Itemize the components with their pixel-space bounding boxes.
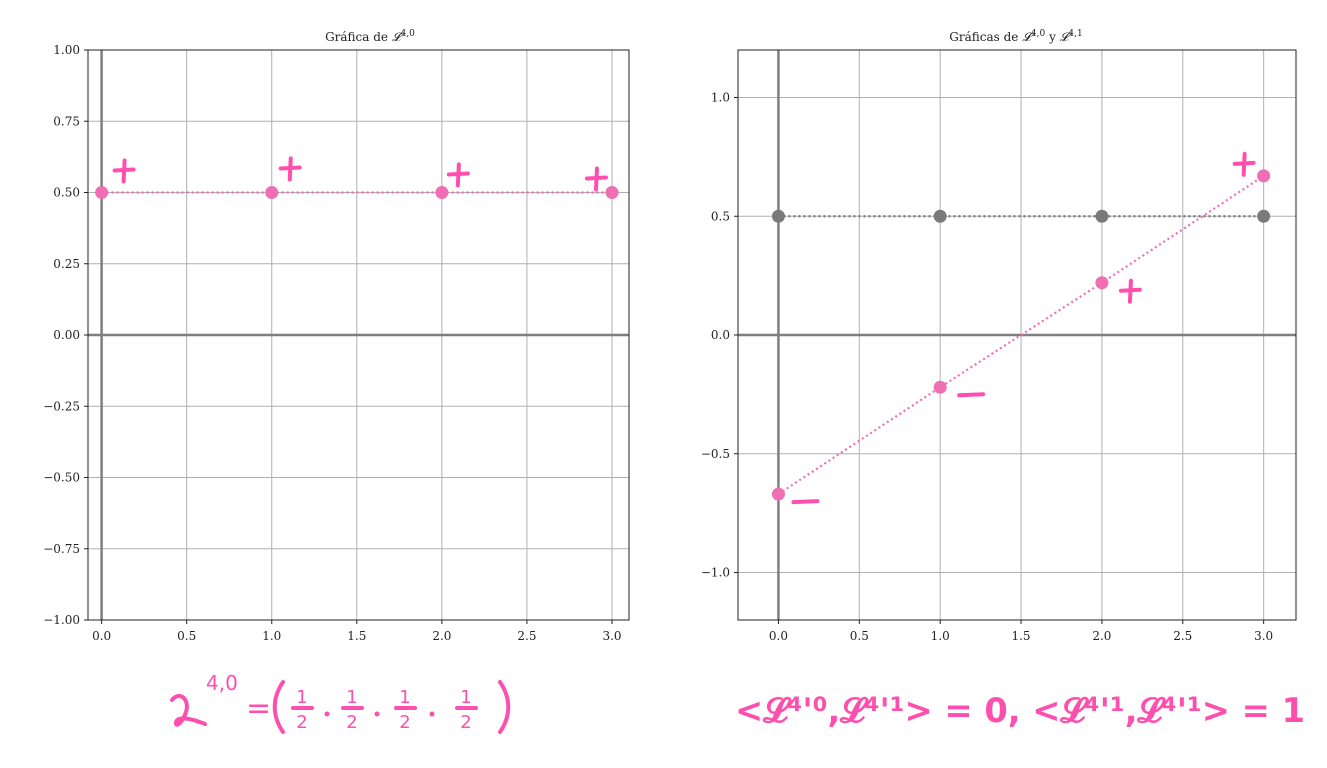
y-tick-label: −0.5 xyxy=(701,447,730,461)
x-tick-label: 2.0 xyxy=(1092,629,1111,643)
y-tick-label: 1.0 xyxy=(711,91,730,105)
data-point xyxy=(1095,209,1109,223)
x-tick-label: 2.5 xyxy=(517,629,536,643)
data-point xyxy=(933,209,947,223)
data-point xyxy=(1095,276,1109,290)
x-tick-label: 0.5 xyxy=(850,629,869,643)
y-tick-label: −1.00 xyxy=(43,613,80,627)
svg-text:2: 2 xyxy=(296,712,307,733)
svg-text:1: 1 xyxy=(399,687,410,708)
x-tick-label: 3.0 xyxy=(1254,629,1273,643)
plus-annotation xyxy=(1118,278,1142,304)
x-tick-label: 2.5 xyxy=(1173,629,1192,643)
fraction-2: 1 2 xyxy=(341,687,364,733)
series-line xyxy=(777,174,1265,496)
x-tick-label: 3.0 xyxy=(602,629,621,643)
fraction-4: 1 2 xyxy=(455,687,478,733)
y-tick-label: 0.00 xyxy=(53,328,80,342)
data-point xyxy=(771,209,785,223)
svg-text:1: 1 xyxy=(460,687,471,708)
y-tick-label: 0.0 xyxy=(711,328,730,342)
svg-text:2: 2 xyxy=(460,712,471,733)
y-tick-label: 0.50 xyxy=(53,186,80,200)
x-tick-label: 1.5 xyxy=(347,629,366,643)
open-paren xyxy=(272,680,285,734)
data-point xyxy=(1257,169,1271,183)
minus-annotation xyxy=(791,499,820,505)
minus-annotation xyxy=(957,392,986,398)
close-paren xyxy=(498,680,511,734)
left-chart-title: Gráfica de 𝓛4,0 xyxy=(325,29,415,44)
data-point xyxy=(265,186,279,199)
data-point xyxy=(933,380,947,394)
plus-annotation xyxy=(278,156,302,182)
y-tick-label: −0.50 xyxy=(43,471,80,485)
x-tick-label: 0.0 xyxy=(769,629,788,643)
data-point xyxy=(771,487,785,501)
data-point xyxy=(1257,209,1271,223)
inner-product-text: <𝓛⁴'⁰,𝓛⁴'¹> = 0, <𝓛⁴'¹,𝓛⁴'¹> = 1 xyxy=(735,691,1305,731)
y-tick-label: 1.00 xyxy=(53,43,80,57)
x-tick-label: 1.0 xyxy=(262,629,281,643)
svg-text:1: 1 xyxy=(346,687,357,708)
right-chart-title: Gráficas de 𝓛4,0 y 𝓛4,1 xyxy=(949,29,1082,44)
y-tick-label: 0.25 xyxy=(53,257,80,271)
y-tick-label: −0.25 xyxy=(43,399,80,413)
x-tick-label: 2.0 xyxy=(432,629,451,643)
plus-annotation xyxy=(446,162,470,188)
x-tick-label: 1.5 xyxy=(1011,629,1030,643)
plus-annotation xyxy=(112,158,136,184)
chart-right: Gráficas de 𝓛4,0 y 𝓛4,1 0.0 0.5 1.0 1.5 2.0 2… xyxy=(701,29,1297,643)
equals-sign: = xyxy=(246,691,271,726)
data-point xyxy=(605,186,619,199)
fraction-3: 1 2 xyxy=(394,687,417,733)
plus-annotation xyxy=(584,166,608,192)
data-point xyxy=(95,186,109,199)
y-tick-label: 0.5 xyxy=(711,209,730,223)
cursive-l-glyph xyxy=(170,693,207,727)
svg-text:1: 1 xyxy=(296,687,307,708)
chart-left: Gráfica de 𝓛4,0 0.0 0.5 1.0 1.5 2.0 2.5 3.0 −1.… xyxy=(43,29,630,643)
y-tick-label: −0.75 xyxy=(43,542,80,556)
handwritten-formula-right: <𝓛⁴'⁰,𝓛⁴'¹> = 0, <𝓛⁴'¹,𝓛⁴'¹> = 1 xyxy=(735,691,1305,731)
x-tick-label: 1.0 xyxy=(931,629,950,643)
handwritten-formula-left: 4,0 = 1 2 1 2 1 2 1 2 xyxy=(170,671,511,734)
svg-text:2: 2 xyxy=(346,712,357,733)
x-tick-label: 0.0 xyxy=(92,629,111,643)
y-tick-label: 0.75 xyxy=(53,114,80,128)
fraction-1: 1 2 xyxy=(291,687,314,733)
superscript-4-0: 4,0 xyxy=(206,671,238,695)
x-tick-label: 0.5 xyxy=(177,629,196,643)
svg-text:2: 2 xyxy=(399,712,410,733)
data-point xyxy=(435,186,449,199)
plus-annotation xyxy=(1232,151,1256,177)
y-tick-label: −1.0 xyxy=(701,566,730,580)
